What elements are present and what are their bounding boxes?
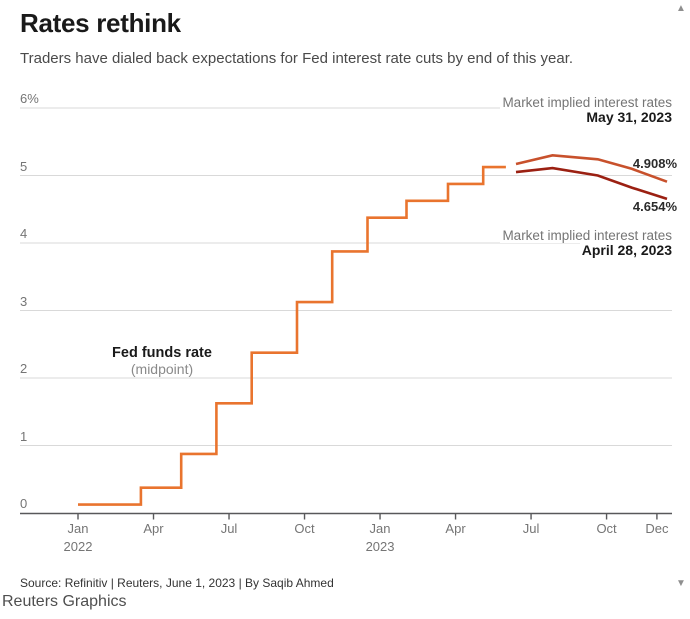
page-title: Rates rethink — [20, 8, 181, 38]
annotation-may31-series: Market implied interest rates — [500, 95, 674, 110]
y-axis-label-2: 2 — [20, 361, 31, 376]
chart-subtitle: Traders have dialed back expectations fo… — [20, 50, 574, 67]
x-axis-label-Jul-18: Jul — [522, 521, 540, 536]
y-axis-label-0: 0 — [20, 496, 31, 511]
x-axis-label-Oct-21: Oct — [596, 521, 617, 536]
value-label-may31: 4.908% — [632, 156, 677, 171]
y-axis-label-1: 1 — [20, 428, 31, 444]
annotation-apr28-series: Market implied interest rates — [500, 228, 674, 243]
y-axis-label-4: 4 — [20, 226, 31, 241]
y-axis-label-3: 3 — [20, 293, 31, 309]
x-axis-year-2023: 2023 — [365, 539, 395, 554]
x-axis-label-Jul-6: Jul — [220, 521, 238, 536]
x-axis-label-Jan-0: Jan — [67, 521, 89, 536]
annotation-may31-date: May 31, 2023 — [584, 109, 674, 125]
x-axis-label-Oct-9: Oct — [294, 521, 315, 536]
y-axis-label-5: 5 — [20, 158, 31, 174]
annotation-apr28-date: April 28, 2023 — [579, 242, 674, 258]
x-axis-label-Apr-15: Apr — [445, 521, 466, 536]
annotation-fed-funds: Fed funds rate (midpoint) — [110, 345, 214, 378]
value-label-apr28: 4.654% — [632, 199, 677, 214]
reuters-graphics-brand: Reuters Graphics — [2, 593, 127, 610]
x-axis-year-2022: 2022 — [63, 539, 93, 554]
fed-funds-sublabel: (midpoint) — [128, 361, 196, 377]
y-axis-label-6: 6% — [20, 91, 42, 106]
source-line: Source: Refinitiv | Reuters, June 1, 202… — [20, 576, 334, 590]
x-axis-label-Apr-3: Apr — [143, 521, 164, 536]
x-axis-label-Jan-12: Jan — [369, 521, 391, 536]
annotation-apr28: Market implied interest rates April 28, … — [500, 228, 674, 258]
series-line-1 — [515, 153, 668, 183]
series-line-2 — [515, 166, 668, 201]
scroll-down-icon[interactable]: ▼ — [676, 578, 686, 589]
x-axis-label-Dec-23: Dec — [645, 521, 669, 536]
scroll-up-icon[interactable]: ▲ — [676, 3, 686, 14]
series-line-0 — [78, 165, 506, 506]
annotation-may31: Market implied interest rates May 31, 20… — [500, 95, 674, 125]
fed-funds-label: Fed funds rate — [110, 345, 214, 361]
